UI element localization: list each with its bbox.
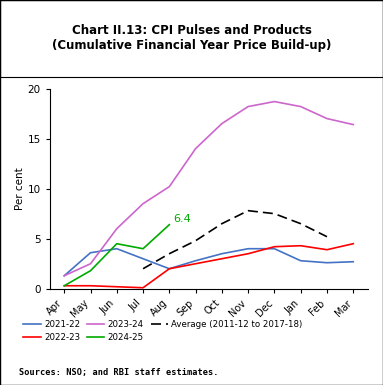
Y-axis label: Per cent: Per cent (15, 167, 25, 210)
Legend: 2021-22, 2022-23, 2023-24, 2024-25, Average (2011-12 to 2017-18): 2021-22, 2022-23, 2023-24, 2024-25, Aver… (23, 320, 303, 342)
Text: Sources: NSO; and RBI staff estimates.: Sources: NSO; and RBI staff estimates. (19, 368, 219, 377)
Text: Chart II.13: CPI Pulses and Products
(Cumulative Financial Year Price Build-up): Chart II.13: CPI Pulses and Products (Cu… (52, 25, 331, 52)
Text: 6.4: 6.4 (173, 214, 191, 224)
